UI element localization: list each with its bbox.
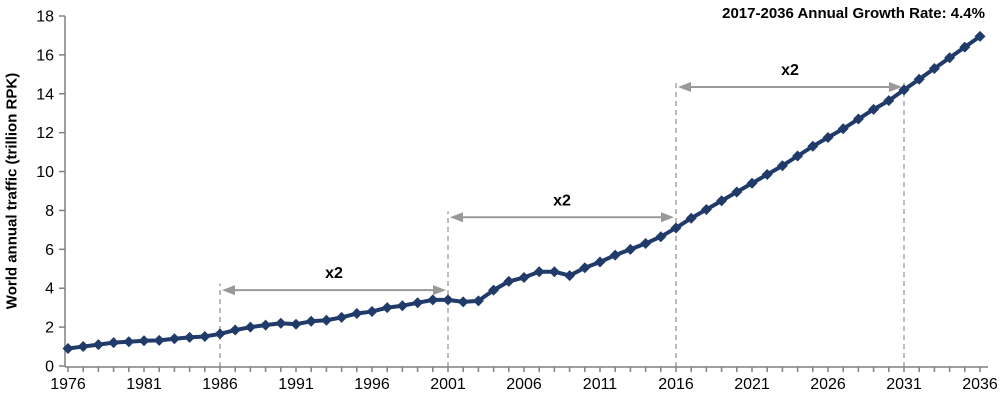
data-point-1983 bbox=[168, 333, 180, 345]
data-point-2031 bbox=[898, 84, 910, 96]
data-point-1993 bbox=[320, 314, 332, 326]
traffic-line bbox=[67, 34, 982, 351]
data-point-2011 bbox=[594, 256, 606, 268]
doubling-arrow-label-3: x2 bbox=[781, 62, 799, 79]
data-point-1979 bbox=[108, 337, 120, 349]
x-tick-label-1981: 1981 bbox=[126, 376, 162, 393]
growth-rate-note: 2017-2036 Annual Growth Rate: 4.4% bbox=[722, 5, 985, 22]
data-point-2006 bbox=[518, 272, 530, 284]
data-point-1994 bbox=[336, 311, 348, 323]
data-point-1984 bbox=[184, 331, 196, 343]
data-point-2012 bbox=[609, 249, 621, 261]
doubling-arrow-label-1: x2 bbox=[325, 265, 343, 282]
y-tick-label-4: 4 bbox=[45, 281, 54, 298]
data-point-2014 bbox=[640, 238, 652, 249]
data-point-2004 bbox=[488, 284, 500, 296]
y-tick-label-8: 8 bbox=[45, 203, 54, 220]
data-point-2029 bbox=[868, 103, 880, 115]
data-point-1985 bbox=[199, 330, 211, 342]
data-point-2027 bbox=[837, 123, 849, 135]
data-point-1997 bbox=[381, 302, 393, 314]
data-point-2020 bbox=[731, 186, 743, 198]
data-point-1996 bbox=[366, 306, 378, 318]
doubling-arrow-2-left-head bbox=[450, 212, 463, 223]
data-point-2021 bbox=[746, 177, 758, 189]
data-point-2015 bbox=[655, 231, 667, 243]
data-point-1991 bbox=[290, 318, 302, 330]
data-point-2003 bbox=[472, 295, 484, 307]
data-point-2023 bbox=[776, 160, 788, 172]
data-point-1980 bbox=[123, 336, 135, 348]
doubling-arrow-3-right-head bbox=[889, 81, 902, 92]
doubling-arrow-label-2: x2 bbox=[553, 192, 571, 209]
y-tick-label-6: 6 bbox=[45, 242, 54, 259]
data-point-2010 bbox=[579, 262, 591, 274]
data-point-2009 bbox=[564, 270, 576, 282]
data-point-2034 bbox=[944, 52, 956, 64]
data-point-1977 bbox=[77, 341, 89, 353]
x-tick-label-1976: 1976 bbox=[50, 376, 86, 393]
data-point-1999 bbox=[412, 297, 424, 309]
data-point-2017 bbox=[685, 212, 697, 224]
data-point-2007 bbox=[533, 266, 545, 278]
data-point-2000 bbox=[427, 294, 439, 306]
data-point-1978 bbox=[92, 339, 104, 351]
data-point-2016 bbox=[670, 222, 682, 234]
data-point-1998 bbox=[396, 300, 408, 312]
x-tick-label-2011: 2011 bbox=[583, 376, 618, 393]
data-point-2036 bbox=[974, 30, 986, 42]
data-point-2022 bbox=[761, 168, 773, 180]
data-point-2025 bbox=[807, 140, 819, 152]
y-tick-label-2: 2 bbox=[45, 320, 54, 337]
data-point-1988 bbox=[244, 321, 256, 333]
x-tick-label-1991: 1991 bbox=[278, 376, 314, 393]
data-point-2001 bbox=[442, 294, 454, 306]
x-tick-label-2001: 2001 bbox=[430, 376, 466, 393]
data-point-2026 bbox=[822, 132, 834, 144]
data-point-1989 bbox=[260, 319, 272, 331]
data-point-2008 bbox=[548, 266, 560, 278]
data-point-2024 bbox=[792, 150, 804, 162]
data-point-2030 bbox=[883, 95, 895, 107]
data-point-2028 bbox=[852, 113, 864, 125]
data-point-2032 bbox=[913, 73, 925, 85]
doubling-arrow-2-right-head bbox=[661, 212, 674, 223]
data-point-2002 bbox=[457, 296, 469, 308]
doubling-arrow-1-right-head bbox=[433, 285, 446, 296]
data-point-1981 bbox=[138, 335, 150, 347]
x-tick-label-1986: 1986 bbox=[202, 376, 238, 393]
y-tick-label-16: 16 bbox=[36, 47, 54, 64]
x-tick-label-2036: 2036 bbox=[962, 376, 998, 393]
x-tick-label-2026: 2026 bbox=[810, 376, 846, 393]
y-tick-label-10: 10 bbox=[36, 164, 54, 181]
y-tick-label-12: 12 bbox=[36, 125, 54, 142]
x-tick-label-2021: 2021 bbox=[734, 376, 770, 393]
doubling-arrow-3-left-head bbox=[678, 81, 691, 92]
x-tick-label-2031: 2031 bbox=[886, 376, 922, 393]
data-point-2018 bbox=[700, 203, 712, 215]
data-point-2005 bbox=[503, 275, 515, 287]
data-point-2013 bbox=[624, 243, 636, 255]
y-tick-label-14: 14 bbox=[36, 86, 54, 103]
y-tick-label-0: 0 bbox=[45, 359, 54, 376]
data-point-2019 bbox=[716, 195, 728, 207]
data-point-1982 bbox=[153, 334, 165, 346]
data-point-2033 bbox=[928, 63, 940, 74]
data-point-1990 bbox=[275, 317, 287, 329]
data-point-1995 bbox=[351, 308, 363, 319]
data-point-2035 bbox=[959, 41, 971, 53]
y-tick-label-18: 18 bbox=[36, 9, 54, 26]
doubling-arrow-1-left-head bbox=[222, 285, 235, 296]
data-point-1992 bbox=[305, 315, 317, 327]
x-tick-label-2016: 2016 bbox=[658, 376, 694, 393]
data-point-1976 bbox=[62, 343, 74, 354]
data-point-1987 bbox=[229, 324, 241, 336]
x-tick-label-2006: 2006 bbox=[506, 376, 542, 393]
x-tick-label-1996: 1996 bbox=[354, 376, 390, 393]
data-point-1986 bbox=[214, 328, 226, 340]
